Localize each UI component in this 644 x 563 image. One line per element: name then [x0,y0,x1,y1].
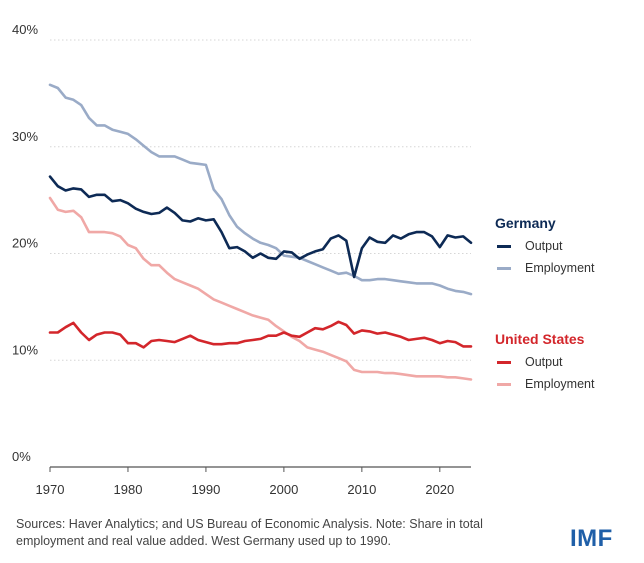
x-tick-label: 2010 [347,482,376,497]
x-tick-label: 1990 [191,482,220,497]
line-chart: 0% 10% 20% 30% 40% 1970 1980 1990 2000 2010 2020 [12,22,473,497]
imf-logo: IMF [570,525,613,552]
legend-label: Output [525,239,563,253]
legend-item-germany-output: Output [497,239,563,253]
series-line-germany-employment [48,83,473,296]
x-tick-label: 1970 [36,482,65,497]
tick-labels: 0% 10% 20% 30% 40% 1970 1980 1990 2000 2010 2020 [12,22,454,497]
y-tick-label: 20% [12,236,38,251]
legend-label: Output [525,355,563,369]
legend-item-us-employment: Employment [497,377,594,391]
x-tick-label: 2000 [269,482,298,497]
source-note: Sources: Haver Analytics; and US Bureau … [16,517,483,548]
y-tick-label: 0% [12,449,31,464]
series-line-united-states-employment [48,196,473,381]
legend-title-united-states: United States [495,331,585,347]
legend-swatch-us-employment [497,383,511,387]
legend-item-germany-employment: Employment [497,261,594,275]
legend-item-us-output: Output [497,355,563,369]
y-tick-label: 30% [12,129,38,144]
axes [49,466,471,472]
series-lines [48,83,473,381]
legend-swatch-us-output [497,361,511,365]
x-tick-label: 1980 [114,482,143,497]
y-tick-label: 10% [12,342,38,357]
legend-label: Employment [525,261,595,275]
y-tick-label: 40% [12,22,38,37]
legend-label: Employment [525,377,595,391]
series-line-united-states-output [48,320,473,349]
series-line-germany-output [48,175,473,279]
legend: Germany Output Employment United States … [495,215,635,395]
legend-title-germany: Germany [495,215,556,231]
x-tick-label: 2020 [425,482,454,497]
legend-swatch-germany-employment [497,267,511,271]
legend-swatch-germany-output [497,245,511,249]
